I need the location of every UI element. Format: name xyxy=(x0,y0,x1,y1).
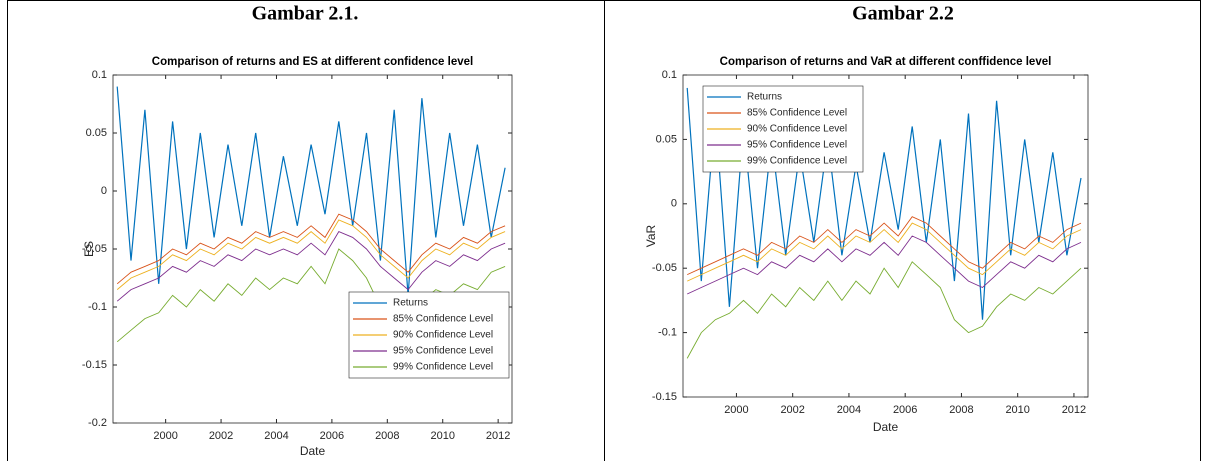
data-line xyxy=(116,213,506,285)
y-tick-label: -0.1 xyxy=(88,301,107,313)
x-tick-label: 2000 xyxy=(724,404,748,416)
y-tick-label: 0.05 xyxy=(86,127,107,139)
x-tick-label: 2000 xyxy=(153,430,177,442)
legend-label: Returns xyxy=(747,92,782,103)
legend-label: 85% Confidence Level xyxy=(747,108,847,119)
chart-title: Comparison of returns and VaR at differe… xyxy=(720,56,1052,68)
data-line xyxy=(687,235,1082,295)
data-line xyxy=(686,261,1082,359)
legend-label: 95% Confidence Level xyxy=(747,140,847,151)
x-axis-label: Date xyxy=(300,444,326,458)
data-line xyxy=(686,87,1082,320)
x-tick-label: 2002 xyxy=(780,404,804,416)
legend-label: 85% Confidence Level xyxy=(393,314,493,325)
legend-label: 95% Confidence Level xyxy=(393,346,493,357)
figure-heading: Gambar 2.1. xyxy=(252,3,359,25)
legend-label: 90% Confidence Level xyxy=(393,330,493,341)
x-tick-label: 2004 xyxy=(264,430,288,442)
x-tick-label: 2010 xyxy=(430,430,454,442)
data-line xyxy=(687,216,1082,276)
y-axis-label: VaR xyxy=(644,224,658,247)
y-tick-label: -0.15 xyxy=(82,359,107,371)
data-line xyxy=(116,86,506,296)
x-tick-label: 2006 xyxy=(893,404,917,416)
legend-label: 90% Confidence Level xyxy=(747,124,847,135)
x-tick-label: 2008 xyxy=(375,430,399,442)
y-tick-label: -0.05 xyxy=(82,243,107,255)
data-line xyxy=(687,222,1082,282)
data-line xyxy=(116,248,506,343)
y-tick-label: -0.1 xyxy=(658,327,677,339)
x-tick-label: 2006 xyxy=(320,430,344,442)
axes-box xyxy=(112,74,513,424)
chart-title: Comparison of returns and ES at differen… xyxy=(152,56,473,68)
axes-box xyxy=(682,74,1089,398)
x-tick-label: 2010 xyxy=(1005,404,1029,416)
x-tick-label: 2012 xyxy=(486,430,510,442)
legend-label: 99% Confidence Level xyxy=(393,362,493,373)
x-tick-label: 2002 xyxy=(209,430,233,442)
legend-label: 99% Confidence Level xyxy=(747,156,847,167)
y-tick-label: 0.05 xyxy=(656,133,677,145)
data-line xyxy=(116,219,506,290)
y-tick-label: -0.05 xyxy=(652,262,677,274)
y-tick-label: -0.15 xyxy=(652,391,677,403)
data-line xyxy=(116,231,506,302)
y-axis-label: ES xyxy=(82,241,96,257)
x-axis-label: Date xyxy=(873,420,899,434)
legend-label: Returns xyxy=(393,298,428,309)
y-tick-label: 0 xyxy=(671,198,677,210)
figure-heading: Gambar 2.2 xyxy=(852,3,954,25)
y-tick-label: 0 xyxy=(101,185,107,197)
y-tick-label: 0.1 xyxy=(662,69,677,81)
x-tick-label: 2004 xyxy=(837,404,861,416)
x-tick-label: 2012 xyxy=(1062,404,1086,416)
y-tick-label: -0.2 xyxy=(88,417,107,429)
x-tick-label: 2008 xyxy=(949,404,973,416)
y-tick-label: 0.1 xyxy=(92,69,107,81)
